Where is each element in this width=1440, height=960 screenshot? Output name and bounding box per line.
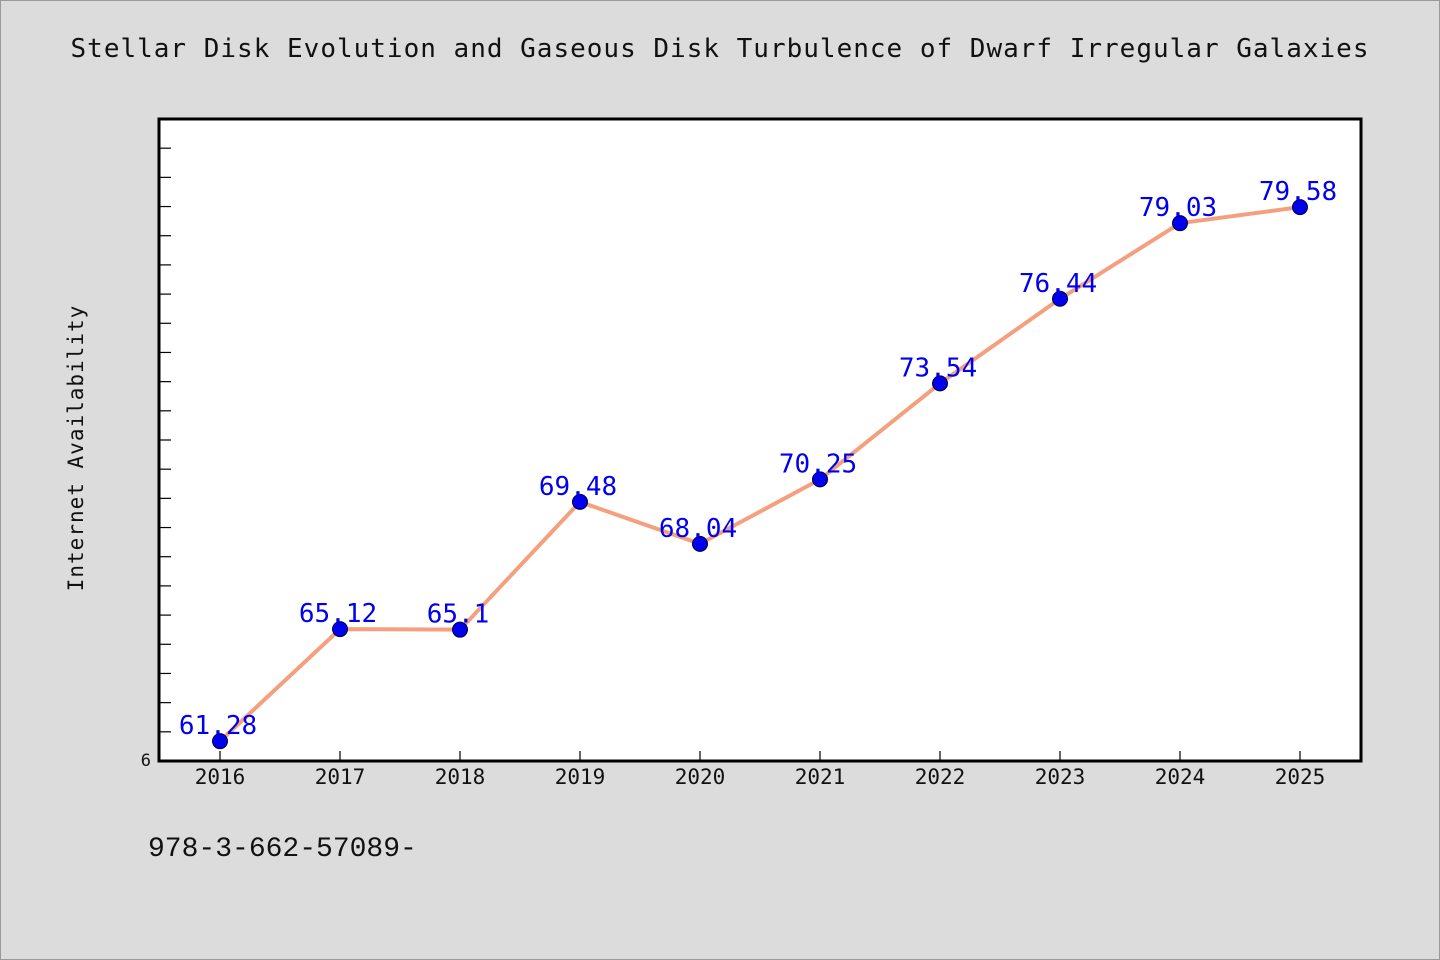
plot-area [157, 117, 1363, 763]
x-tick-label: 2022 [915, 765, 966, 789]
data-label: 76.44 [1019, 269, 1097, 299]
data-point [692, 535, 708, 552]
data-label: 79.03 [1139, 193, 1217, 223]
data-label: 68.04 [659, 514, 737, 544]
data-point [1172, 215, 1188, 232]
data-label: 65.1 [427, 600, 490, 630]
x-tick-label: 2020 [675, 765, 726, 789]
x-axis-ticks: 2016 2017 2018 2019 2020 2021 2022 2023 2024 2025 [195, 751, 1326, 789]
data-point [452, 621, 468, 638]
isbn-text: 978-3-662-57089- [148, 834, 417, 865]
y-tick-label: 6 [141, 751, 151, 771]
data-label: 79.58 [1259, 177, 1337, 207]
x-tick-label: 2021 [795, 765, 846, 789]
data-point [332, 621, 348, 638]
data-label: 73.54 [899, 353, 977, 383]
series-line [218, 205, 1302, 744]
data-point [1052, 290, 1068, 307]
data-point [572, 493, 588, 510]
series-layer [218, 205, 1302, 744]
y-axis-ticks: 6 [141, 147, 171, 771]
x-tick-label: 2025 [1275, 765, 1326, 789]
x-tick-label: 2023 [1035, 765, 1086, 789]
data-label: 61.28 [179, 711, 257, 741]
marker-layer [212, 199, 1308, 750]
data-label-layer: 61.28 65.12 65.1 69.48 68.04 70.25 73.54 76.44 7… [179, 177, 1337, 741]
data-point [212, 733, 228, 750]
data-label: 65.12 [299, 599, 377, 629]
data-point [812, 471, 828, 488]
x-tick-label: 2019 [555, 765, 606, 789]
x-tick-label: 2017 [315, 765, 366, 789]
data-point [1292, 199, 1308, 216]
x-tick-label: 2018 [435, 765, 486, 789]
x-tick-label: 2016 [195, 765, 246, 789]
data-label: 70.25 [779, 449, 857, 479]
data-label: 69.48 [539, 472, 617, 502]
x-tick-label: 2024 [1155, 765, 1206, 789]
data-point [932, 375, 948, 392]
chart-title: Stellar Disk Evolution and Gaseous Disk … [70, 34, 1370, 64]
